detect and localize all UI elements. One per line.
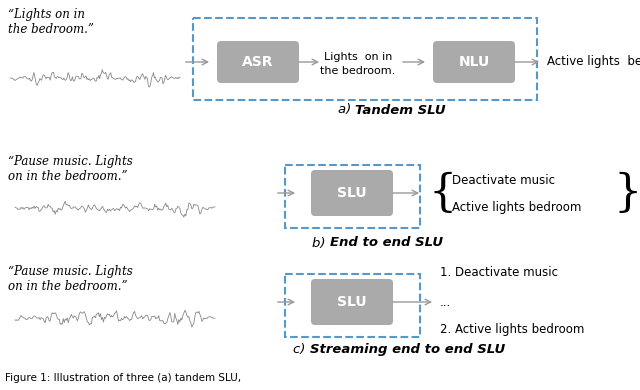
Text: SLU: SLU xyxy=(337,186,367,200)
Text: Active lights  bedroom: Active lights bedroom xyxy=(547,55,640,69)
Text: Figure 1: Illustration of three (a) tandem SLU,: Figure 1: Illustration of three (a) tand… xyxy=(5,373,241,383)
Text: “Pause music. Lights
on in the bedroom.”: “Pause music. Lights on in the bedroom.” xyxy=(8,155,132,183)
Text: Lights  on in: Lights on in xyxy=(324,52,392,62)
FancyBboxPatch shape xyxy=(433,41,515,83)
Text: the bedroom.: the bedroom. xyxy=(321,66,396,76)
Text: NLU: NLU xyxy=(458,55,490,69)
Text: Active lights bedroom: Active lights bedroom xyxy=(452,202,581,214)
Text: “Lights on in
the bedroom.”: “Lights on in the bedroom.” xyxy=(8,8,94,36)
Text: }: } xyxy=(613,172,640,214)
FancyBboxPatch shape xyxy=(217,41,299,83)
Bar xyxy=(285,274,420,337)
Text: ASR: ASR xyxy=(243,55,274,69)
Text: Deactivate music: Deactivate music xyxy=(452,174,555,186)
Bar xyxy=(285,165,420,228)
FancyBboxPatch shape xyxy=(311,279,393,325)
Text: “Pause music. Lights
on in the bedroom.”: “Pause music. Lights on in the bedroom.” xyxy=(8,265,132,293)
Text: End to end SLU: End to end SLU xyxy=(330,236,443,250)
Text: c): c) xyxy=(293,344,310,356)
Text: b): b) xyxy=(312,236,330,250)
Bar xyxy=(193,18,537,100)
Text: a): a) xyxy=(337,103,355,117)
Text: Streaming end to end SLU: Streaming end to end SLU xyxy=(310,344,505,356)
Text: SLU: SLU xyxy=(337,295,367,309)
Text: {: { xyxy=(428,172,456,214)
Text: Tandem SLU: Tandem SLU xyxy=(355,103,445,117)
FancyBboxPatch shape xyxy=(311,170,393,216)
Text: 2. Active lights bedroom: 2. Active lights bedroom xyxy=(440,323,584,337)
Text: ...: ... xyxy=(440,296,451,308)
Text: 1. Deactivate music: 1. Deactivate music xyxy=(440,266,558,278)
